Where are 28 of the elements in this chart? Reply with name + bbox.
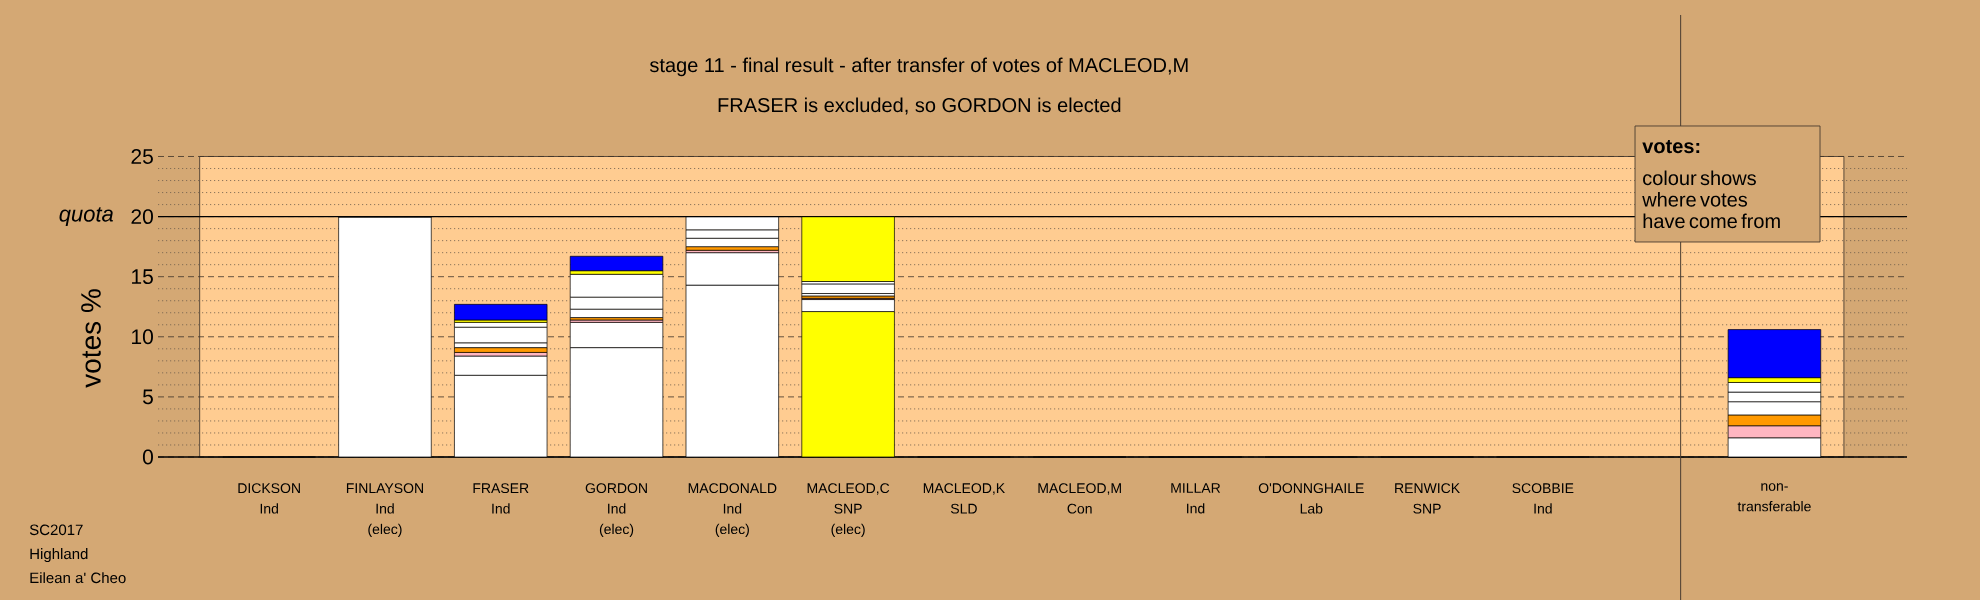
text: SC2017 xyxy=(29,524,83,536)
y-tick-label: 5 xyxy=(142,389,153,405)
x-tick-label: non-transferable xyxy=(1737,483,1811,512)
y-tick-label: 20 xyxy=(131,209,153,225)
y-axis-title: votes % xyxy=(81,289,101,388)
x-tick-label: FINLAYSON Ind (elec) xyxy=(346,483,423,537)
x-tick-label: MACLEOD,K SLD xyxy=(923,483,1005,514)
x-tick-label: MACLEOD,M Con xyxy=(1038,483,1121,514)
annotation: colour shows where votes have come from xyxy=(1642,170,1780,229)
x-tick-label: MACDONALD Ind (elec) xyxy=(688,483,777,537)
x-tick-label: FRASER Ind xyxy=(473,483,529,514)
x-tick-label: SCOBBIE Ind xyxy=(1512,483,1574,514)
x-tick-label: MILLAR Ind xyxy=(1171,483,1221,514)
x-tick-label: GORDON Ind (elec) xyxy=(585,483,647,537)
ref-line-label: quota xyxy=(59,207,114,226)
x-tick-label: MACLEOD,C SNP (elec) xyxy=(807,483,890,537)
x-tick-label: DICKSON Ind xyxy=(238,483,300,514)
y-tick-label: 0 xyxy=(142,449,153,465)
y-tick-label: 15 xyxy=(132,269,153,285)
y-tick-label: 10 xyxy=(132,329,153,345)
x-tick-label: O'DONNGHAILE Lab xyxy=(1258,483,1364,514)
text: Eilean a' Cheo xyxy=(30,572,126,584)
x-tick-label: RENWICK SNP xyxy=(1395,483,1460,514)
text: votes: xyxy=(1642,139,1700,154)
y-tick-label: 25 xyxy=(131,149,153,164)
text: Highland xyxy=(30,548,88,563)
chart-subtitle: FRASER is excluded, so GORDON is elected xyxy=(718,97,1121,115)
chart-title: stage 11 - final result - after transfer of votes of MACLEOD,M xyxy=(649,57,1188,77)
